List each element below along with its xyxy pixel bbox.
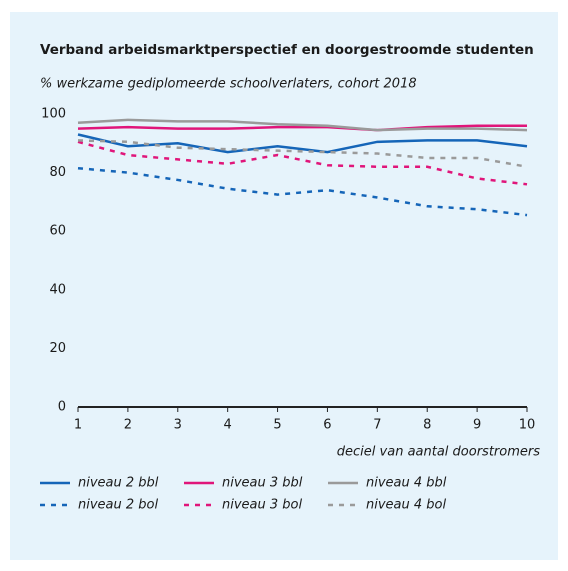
x-tick-label: 5 xyxy=(273,418,281,433)
y-tick-label: 20 xyxy=(49,341,66,356)
series-line xyxy=(77,140,528,186)
x-axis-label: deciel van aantal doorstromers xyxy=(337,445,540,460)
legend-label: niveau 4 bbl xyxy=(366,476,447,491)
x-tick-label: 8 xyxy=(423,418,431,433)
legend-label: niveau 3 bol xyxy=(222,498,302,513)
series-line xyxy=(77,133,528,154)
y-tick-label: 80 xyxy=(49,165,66,180)
background xyxy=(10,12,558,560)
x-tick-label: 10 xyxy=(519,418,536,433)
y-tick-label: 60 xyxy=(49,224,66,239)
series-line xyxy=(77,139,528,168)
legend-label: niveau 4 bol xyxy=(366,498,446,513)
legend-label: niveau 2 bol xyxy=(78,498,158,513)
x-tick-label: 1 xyxy=(74,418,82,433)
x-tick-label: 2 xyxy=(124,418,132,433)
y-tick-label: 0 xyxy=(58,400,66,415)
y-tick-label: 40 xyxy=(49,282,66,297)
chart-subtitle: % werkzame gediplomeerde schoolverlaters… xyxy=(40,77,417,92)
chart-title: Verband arbeidsmarktperspectief en doorg… xyxy=(40,42,534,58)
y-tick-label: 100 xyxy=(41,107,66,122)
series-line xyxy=(77,166,528,217)
legend-label: niveau 3 bbl xyxy=(222,476,303,491)
x-tick-label: 7 xyxy=(373,418,381,433)
x-tick-label: 9 xyxy=(473,418,481,433)
x-tick-label: 6 xyxy=(323,418,331,433)
series-line xyxy=(77,124,527,132)
series-line xyxy=(77,118,528,132)
x-tick-label: 3 xyxy=(174,418,182,433)
legend-label: niveau 2 bbl xyxy=(78,476,159,491)
x-tick-label: 4 xyxy=(224,418,232,433)
